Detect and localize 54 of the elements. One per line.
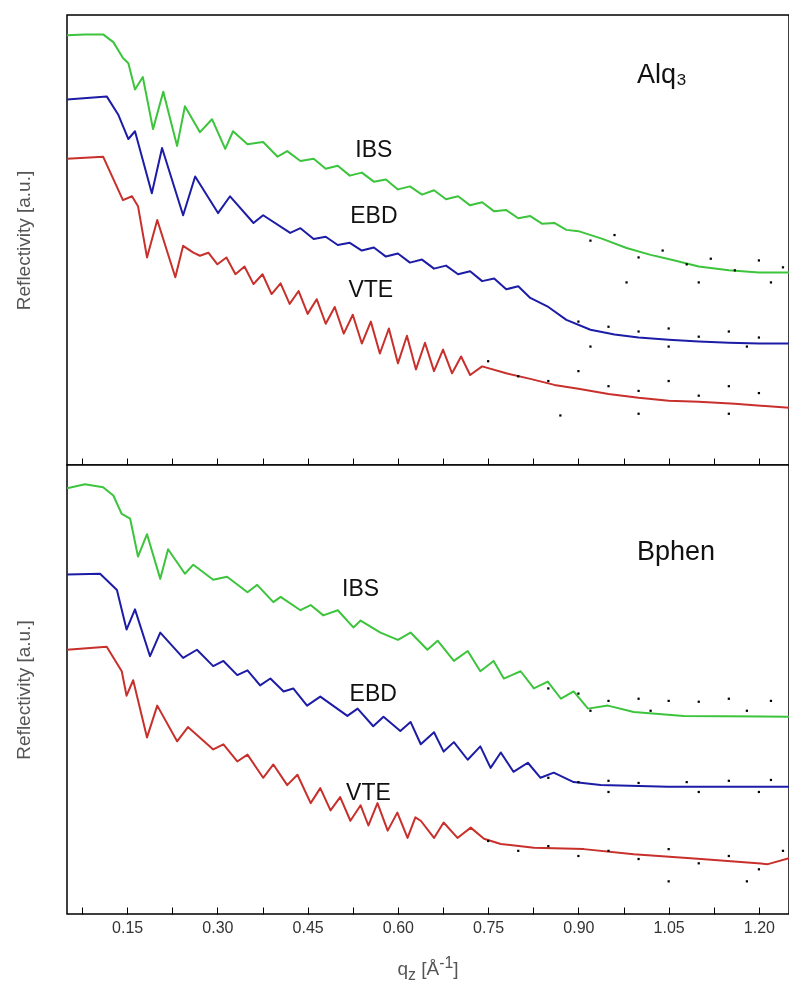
point bbox=[727, 330, 730, 333]
point bbox=[637, 412, 640, 415]
point bbox=[649, 709, 652, 712]
point bbox=[637, 697, 640, 700]
point bbox=[637, 857, 640, 861]
point bbox=[697, 281, 700, 284]
y-axis-title: Reflectivity [a.u.] bbox=[12, 620, 34, 760]
text: Alq₃ bbox=[637, 59, 688, 89]
point bbox=[745, 345, 748, 348]
point bbox=[589, 239, 592, 242]
point bbox=[625, 281, 628, 284]
x-tick-label: 1.05 bbox=[653, 918, 685, 936]
point bbox=[769, 281, 773, 284]
point bbox=[637, 256, 640, 259]
point bbox=[667, 345, 670, 348]
point bbox=[577, 320, 580, 323]
point bbox=[589, 345, 592, 348]
point bbox=[577, 854, 580, 858]
point bbox=[559, 414, 562, 417]
x-tick-label: 0.45 bbox=[292, 918, 324, 936]
text: Bphen bbox=[637, 536, 716, 566]
point bbox=[613, 233, 616, 237]
point bbox=[757, 336, 761, 339]
x-axis-title: q$_{z}$ [Å$^{-1}$] bbox=[396, 954, 460, 985]
y-axis-title: Reflectivity [a.u.] bbox=[12, 170, 34, 311]
point bbox=[661, 249, 664, 252]
point bbox=[637, 389, 640, 393]
x-tick-label: 0.90 bbox=[563, 918, 595, 936]
point bbox=[607, 790, 610, 794]
series-label: VTE bbox=[348, 275, 394, 302]
point bbox=[757, 259, 761, 262]
x-tick-label: 0.75 bbox=[473, 918, 505, 936]
point bbox=[607, 385, 610, 388]
point bbox=[577, 780, 580, 784]
point bbox=[547, 687, 550, 690]
point bbox=[667, 327, 670, 330]
series-label: VTE bbox=[346, 779, 391, 806]
x-tick-label: 0.15 bbox=[112, 918, 144, 936]
point bbox=[607, 325, 610, 328]
series-label: IBS bbox=[355, 135, 393, 162]
x-tick-label: 0.30 bbox=[202, 918, 234, 936]
x-tick-label: 0.60 bbox=[382, 918, 415, 936]
point bbox=[637, 330, 640, 333]
point bbox=[637, 781, 640, 785]
point bbox=[577, 370, 580, 373]
point bbox=[607, 699, 610, 702]
series-label: IBS bbox=[342, 574, 380, 601]
series-label: EBD bbox=[349, 680, 397, 707]
series-label: EBD bbox=[350, 201, 398, 228]
point bbox=[589, 709, 592, 712]
x-tick-label: 1.20 bbox=[743, 918, 776, 936]
point bbox=[577, 692, 580, 695]
point bbox=[607, 849, 610, 852]
point bbox=[607, 779, 610, 782]
